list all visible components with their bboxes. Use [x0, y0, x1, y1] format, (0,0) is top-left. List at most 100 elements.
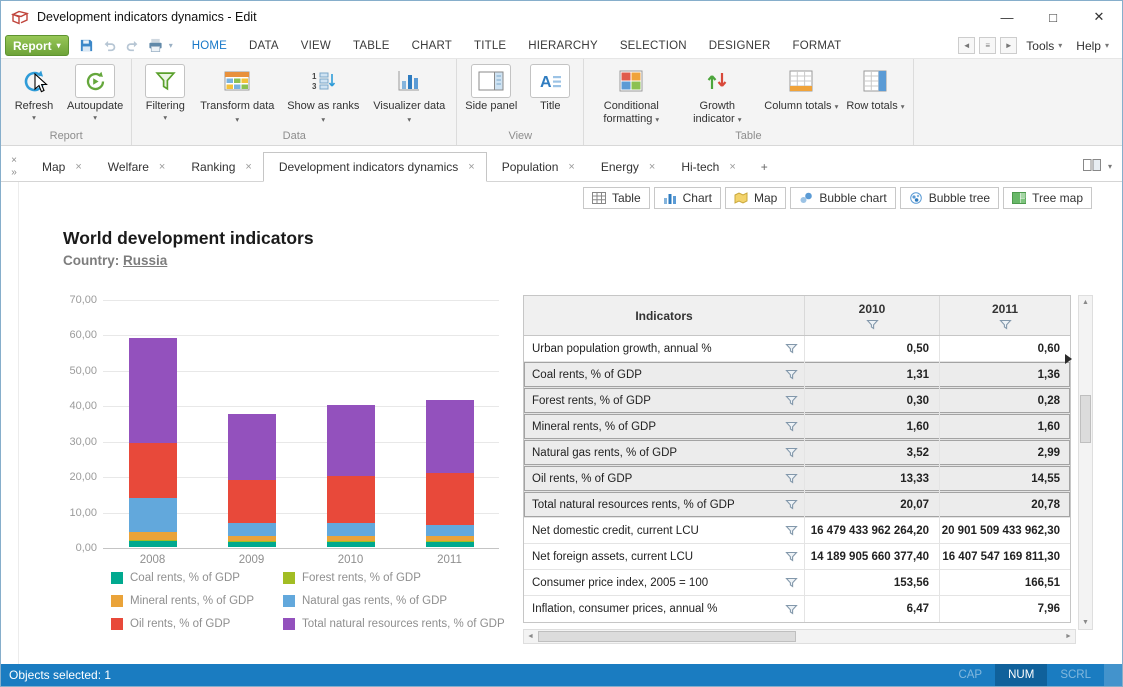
close-button[interactable]: ✕	[1093, 9, 1105, 24]
table-row[interactable]: Urban population growth, annual % 0,50 0…	[524, 336, 1070, 362]
scroll-left-icon[interactable]: ◄	[527, 633, 534, 640]
country-link[interactable]: Russia	[123, 253, 168, 268]
row-filter-icon[interactable]	[785, 551, 798, 562]
sheet-tab-ranking[interactable]: Ranking ×	[191, 159, 252, 174]
bar-segment-natural-gas-rents-of-gdp[interactable]	[425, 524, 474, 536]
view-chart-button[interactable]: Chart	[653, 187, 721, 209]
visualizer-data-button[interactable]: Visualizer data ▾	[367, 62, 451, 126]
column-totals-button[interactable]: Column totals ▾	[761, 62, 841, 113]
tab-overflow-icon[interactable]: »	[11, 166, 17, 178]
sheet-tab-development-indicators-dynamics[interactable]: Development indicators dynamics ×	[262, 152, 487, 182]
column-header-2010[interactable]: 2010	[805, 296, 940, 335]
bar-segment-coal-rents-of-gdp[interactable]	[227, 542, 276, 547]
minimize-button[interactable]: —	[1000, 9, 1014, 25]
row-filter-icon[interactable]	[785, 447, 798, 458]
resize-grip[interactable]	[1104, 664, 1122, 686]
autoupdate-button[interactable]: Autoupdate ▾	[64, 62, 126, 122]
bar-segment-forest-rents-of-gdp[interactable]	[326, 541, 375, 543]
window-layout-icon[interactable]	[1082, 158, 1101, 176]
tab-close-icon[interactable]: ×	[75, 160, 82, 173]
report-menu-button[interactable]: Report ▾	[5, 35, 69, 56]
bar-segment-mineral-rents-of-gdp[interactable]	[128, 532, 177, 540]
bar-segment-natural-gas-rents-of-gdp[interactable]	[128, 498, 177, 533]
save-button[interactable]	[77, 36, 97, 56]
menu-tab-view[interactable]: VIEW	[300, 39, 331, 52]
table-row[interactable]: Coal rents, % of GDP 1,31 1,36	[524, 362, 1070, 388]
tab-close-icon[interactable]: ×	[245, 160, 252, 173]
table-row[interactable]: Total natural resources rents, % of GDP …	[524, 492, 1070, 518]
nav-list-button[interactable]: ≡	[979, 37, 997, 54]
tools-menu[interactable]: Tools ▾	[1026, 38, 1063, 53]
table-row[interactable]: Net foreign assets, current LCU 14 189 9…	[524, 544, 1070, 570]
maximize-button[interactable]: □	[1049, 9, 1057, 25]
bar-2008[interactable]	[128, 338, 177, 547]
undo-button[interactable]	[100, 36, 120, 56]
scroll-up-icon[interactable]: ▲	[1082, 299, 1089, 306]
refresh-button[interactable]: Refresh ▾	[6, 62, 62, 122]
menu-tab-title[interactable]: TITLE	[473, 39, 507, 52]
sheet-tab-energy[interactable]: Energy ×	[600, 159, 656, 174]
table-row[interactable]: Net domestic credit, current LCU 16 479 …	[524, 518, 1070, 544]
bar-segment-forest-rents-of-gdp[interactable]	[128, 539, 177, 541]
legend-item-total-natural-resources-rents-of-gdp[interactable]: Total natural resources rents, % of GDP	[283, 618, 505, 630]
tab-close-icon[interactable]: ×	[468, 161, 475, 173]
legend-item-natural-gas-rents-of-gdp[interactable]: Natural gas rents, % of GDP	[283, 595, 505, 607]
bar-segment-total-natural-resources-rents-of-gdp[interactable]	[326, 404, 375, 476]
bar-segment-coal-rents-of-gdp[interactable]	[425, 542, 474, 547]
scroll-down-icon[interactable]: ▼	[1082, 619, 1089, 626]
row-filter-icon[interactable]	[785, 499, 798, 510]
bar-segment-mineral-rents-of-gdp[interactable]	[227, 536, 276, 542]
bar-2009[interactable]	[227, 414, 276, 547]
bar-segment-oil-rents-of-gdp[interactable]	[326, 475, 375, 524]
print-dropdown-icon[interactable]: ▾	[168, 41, 173, 50]
view-tree-map-button[interactable]: Tree map	[1003, 187, 1092, 209]
table-row[interactable]: Consumer price index, 2005 = 100 153,56 …	[524, 570, 1070, 596]
bar-segment-total-natural-resources-rents-of-gdp[interactable]	[425, 399, 474, 474]
menu-tab-hierarchy[interactable]: HIERARCHY	[528, 39, 598, 52]
bar-segment-natural-gas-rents-of-gdp[interactable]	[326, 523, 375, 536]
row-filter-icon[interactable]	[785, 525, 798, 536]
table-row[interactable]: Forest rents, % of GDP 0,30 0,28	[524, 388, 1070, 414]
transform-data-button[interactable]: Transform data ▾	[195, 62, 279, 126]
help-menu[interactable]: Help ▾	[1076, 38, 1109, 53]
row-totals-button[interactable]: Row totals ▾	[843, 62, 907, 113]
redo-button[interactable]	[123, 36, 143, 56]
table-horizontal-scrollbar[interactable]: ◄ ►	[523, 629, 1076, 644]
menu-tab-selection[interactable]: SELECTION	[619, 39, 687, 52]
side-panel-button[interactable]: Side panel	[462, 62, 520, 113]
bar-segment-total-natural-resources-rents-of-gdp[interactable]	[227, 414, 276, 481]
bar-segment-coal-rents-of-gdp[interactable]	[326, 542, 375, 547]
view-map-button[interactable]: Map	[724, 187, 787, 209]
horizontal-scroll-thumb[interactable]	[538, 631, 796, 642]
view-bubble-chart-button[interactable]: Bubble chart	[790, 187, 896, 209]
print-button[interactable]	[146, 36, 166, 56]
bar-segment-oil-rents-of-gdp[interactable]	[128, 442, 177, 499]
bar-2011[interactable]	[425, 399, 474, 547]
menu-tab-designer[interactable]: DESIGNER	[708, 39, 771, 52]
legend-item-mineral-rents-of-gdp[interactable]: Mineral rents, % of GDP	[111, 595, 283, 607]
nav-back-button[interactable]: ◄	[958, 37, 976, 54]
table-row[interactable]: Oil rents, % of GDP 13,33 14,55	[524, 466, 1070, 492]
bar-segment-forest-rents-of-gdp[interactable]	[227, 541, 276, 543]
row-filter-icon[interactable]	[785, 421, 798, 432]
growth-indicator-button[interactable]: Growth indicator ▾	[675, 62, 759, 126]
nav-forward-button[interactable]: ►	[1000, 37, 1018, 54]
sheet-tab-welfare[interactable]: Welfare ×	[107, 159, 166, 174]
scroll-right-icon[interactable]: ►	[1065, 633, 1072, 640]
menu-tab-table[interactable]: TABLE	[352, 39, 390, 52]
bar-segment-mineral-rents-of-gdp[interactable]	[425, 535, 474, 542]
view-bubble-tree-button[interactable]: Bubble tree	[899, 187, 1000, 209]
tab-close-icon[interactable]: ×	[648, 160, 656, 173]
vertical-scroll-thumb[interactable]	[1080, 395, 1091, 443]
close-all-tabs-icon[interactable]: ×	[11, 154, 17, 166]
conditional-formatting-button[interactable]: Conditional formatting ▾	[589, 62, 673, 126]
bar-segment-oil-rents-of-gdp[interactable]	[425, 473, 474, 525]
bar-segment-forest-rents-of-gdp[interactable]	[425, 541, 474, 543]
legend-item-forest-rents-of-gdp[interactable]: Forest rents, % of GDP	[283, 572, 505, 584]
tabstrip-dropdown-icon[interactable]: ▾	[1107, 162, 1112, 171]
tab-close-icon[interactable]: ×	[158, 160, 166, 173]
column-header-indicators[interactable]: Indicators	[524, 296, 805, 335]
legend-item-coal-rents-of-gdp[interactable]: Coal rents, % of GDP	[111, 572, 283, 584]
row-filter-icon[interactable]	[785, 577, 798, 588]
